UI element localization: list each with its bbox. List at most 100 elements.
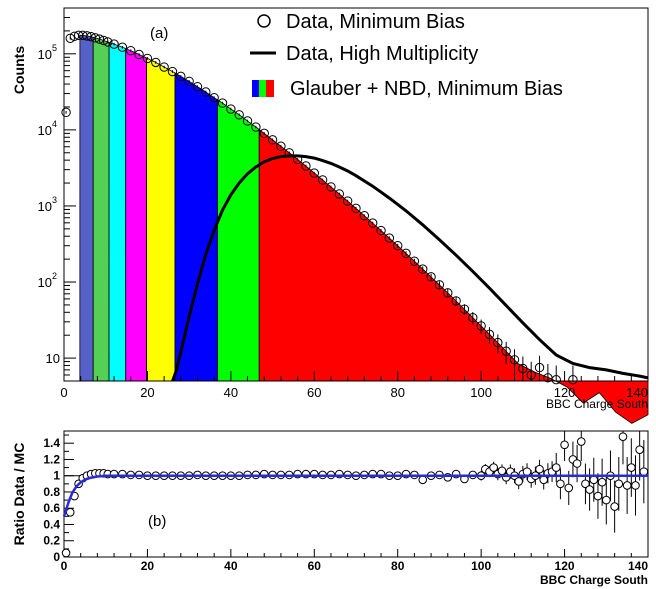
data-marker xyxy=(597,477,607,487)
data-marker xyxy=(589,475,599,485)
min-bias-point xyxy=(426,272,436,282)
data-marker xyxy=(234,110,244,120)
data-marker xyxy=(184,76,194,87)
x-tick-label: 20 xyxy=(141,559,155,573)
ratio-point xyxy=(597,458,607,506)
min-bias-point xyxy=(443,288,453,298)
x-tick-label: 60 xyxy=(307,385,321,400)
min-bias-point xyxy=(359,210,370,221)
y-tick-label: 10 xyxy=(38,199,52,214)
y-tick-label: 0.6 xyxy=(43,501,60,515)
plot-frame-b xyxy=(63,430,649,558)
ratio-series xyxy=(61,431,649,558)
data-marker xyxy=(284,148,294,158)
min-bias-point xyxy=(418,264,428,274)
data-marker xyxy=(65,33,75,43)
x-tick-label: 140 xyxy=(628,559,648,573)
x-tick-label: 0 xyxy=(61,559,68,573)
centrality-bin-4 xyxy=(125,47,148,382)
y-tick-exponent: 3 xyxy=(52,195,57,205)
data-marker xyxy=(622,481,632,490)
data-marker xyxy=(535,464,544,474)
x-tick-label: 120 xyxy=(555,559,575,573)
data-marker xyxy=(576,437,586,446)
data-marker xyxy=(192,81,203,92)
min-bias-point xyxy=(159,62,169,72)
data-marker xyxy=(61,548,71,558)
y-tick-label: 1.4 xyxy=(43,436,60,450)
ratio-point xyxy=(489,461,498,474)
legend-label-high-mult: Data, High Multiplicity xyxy=(286,43,478,65)
data-marker xyxy=(484,329,495,340)
data-marker xyxy=(251,122,261,132)
min-bias-point xyxy=(317,175,328,185)
centrality-bin-7 xyxy=(217,99,260,382)
data-marker xyxy=(556,479,565,489)
data-marker xyxy=(476,321,486,331)
data-marker xyxy=(292,154,303,165)
data-marker xyxy=(451,296,461,306)
min-bias-point xyxy=(342,196,353,206)
ratio-point xyxy=(460,474,469,484)
minimum-bias-series xyxy=(61,30,578,385)
data-marker xyxy=(418,475,428,485)
y-axis-label-a: Counts xyxy=(11,46,27,94)
x-axis-label-a: BBC Charge South xyxy=(546,397,648,411)
data-marker xyxy=(585,485,594,494)
ratio-point xyxy=(526,470,536,488)
data-marker xyxy=(631,481,640,490)
ratio-point xyxy=(614,457,624,511)
min-bias-point xyxy=(534,355,545,381)
data-marker xyxy=(522,467,532,476)
ratio-point xyxy=(639,439,649,504)
min-bias-point xyxy=(551,365,561,385)
data-marker xyxy=(103,37,113,47)
y-tick-label: 0.8 xyxy=(43,485,60,499)
ratio-point xyxy=(576,431,586,462)
data-marker xyxy=(226,104,236,114)
y-tick-label: 1 xyxy=(53,469,60,483)
min-bias-point xyxy=(459,304,470,315)
ratio-point xyxy=(589,457,599,502)
plot-frame-a xyxy=(63,7,649,382)
data-marker xyxy=(367,218,378,228)
y-tick-label: 0 xyxy=(53,550,60,564)
min-bias-point xyxy=(367,218,378,228)
data-marker xyxy=(443,288,453,298)
data-marker xyxy=(418,264,428,274)
data-marker xyxy=(401,248,411,259)
y-tick-exponent: 5 xyxy=(52,43,57,53)
y-tick-label: 10 xyxy=(38,123,52,138)
data-marker xyxy=(61,107,71,118)
ratio-point xyxy=(418,475,428,485)
centrality-bin-6 xyxy=(174,72,218,382)
ratio-point xyxy=(610,480,619,533)
y-axis-label-b: Ratio Data / MC xyxy=(11,443,27,546)
ratio-point xyxy=(618,431,628,465)
data-marker xyxy=(635,445,644,454)
min-bias-point xyxy=(184,76,194,87)
min-bias-point xyxy=(393,241,403,251)
ratio-point xyxy=(631,455,640,516)
x-tick-label: 40 xyxy=(224,559,238,573)
data-marker xyxy=(459,304,470,314)
data-marker xyxy=(601,495,611,505)
min-bias-point xyxy=(117,42,128,52)
legend-label-min-bias: Data, Minimum Bias xyxy=(286,11,465,33)
ratio-point xyxy=(622,457,632,514)
legend-marker-min-bias xyxy=(257,14,271,28)
x-tick-label: 100 xyxy=(471,559,491,573)
y-tick-label: 0.2 xyxy=(43,534,60,548)
x-tick-label: 40 xyxy=(224,385,238,400)
data-marker xyxy=(426,272,436,282)
min-bias-point xyxy=(501,341,511,365)
data-marker xyxy=(276,141,286,151)
min-bias-point xyxy=(493,334,503,354)
min-bias-point xyxy=(259,128,269,139)
data-marker xyxy=(560,440,569,450)
data-marker xyxy=(217,98,228,108)
